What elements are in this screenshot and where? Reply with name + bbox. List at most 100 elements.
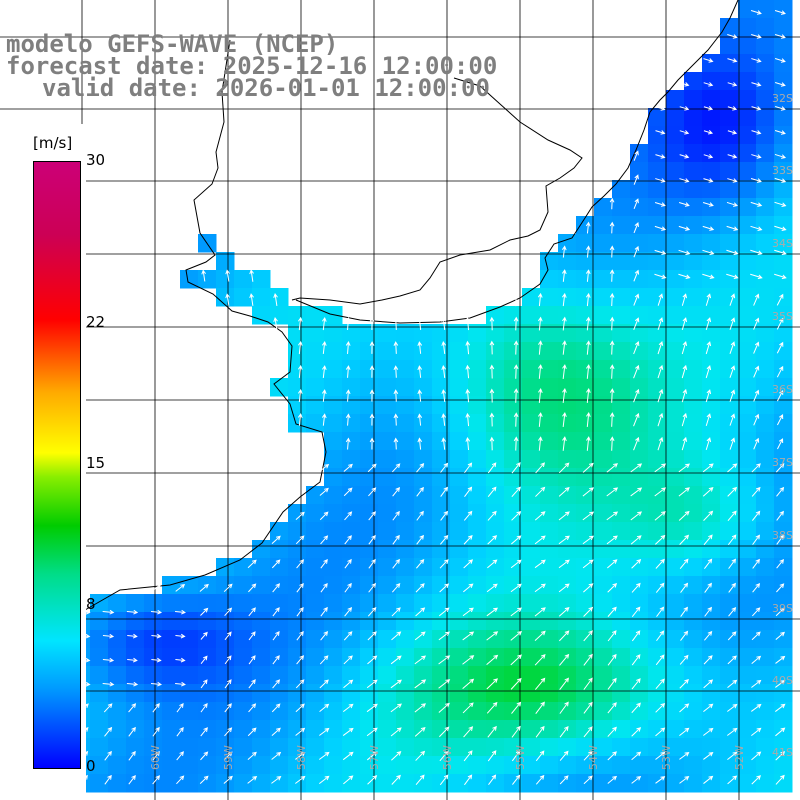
wind-cell	[738, 648, 757, 667]
wind-arrow	[393, 389, 399, 402]
wind-arrow	[271, 775, 282, 784]
wind-cell	[162, 756, 181, 775]
wind-arrow	[775, 751, 786, 761]
wind-arrow	[510, 607, 522, 617]
wind-arrow	[606, 487, 619, 497]
wind-cell	[504, 540, 523, 559]
wind-arrow	[440, 510, 449, 521]
wind-cell	[576, 234, 595, 253]
wind-cell	[558, 612, 577, 631]
wind-cell	[612, 306, 631, 325]
wind-arrow	[369, 316, 375, 330]
wind-arrow	[127, 633, 138, 639]
wind-cell	[198, 756, 217, 775]
wind-cell	[612, 378, 631, 397]
wind-cell	[756, 414, 775, 433]
wind-cell	[342, 756, 361, 775]
wind-cell	[126, 666, 145, 685]
wind-arrow	[464, 486, 473, 497]
wind-cell	[702, 630, 721, 649]
wind-arrow	[654, 225, 667, 231]
wind-arrow	[297, 340, 303, 355]
wind-arrow	[295, 727, 306, 736]
wind-arrow	[439, 774, 449, 786]
wind-arrow	[751, 727, 762, 736]
wind-cell	[594, 342, 613, 361]
wind-arrow	[462, 678, 475, 690]
wind-arrow	[681, 388, 688, 403]
wind-cell	[648, 306, 667, 325]
wind-cell	[576, 252, 595, 271]
wind-arrow	[367, 607, 377, 617]
wind-cell	[558, 306, 577, 325]
wind-cell	[252, 594, 271, 613]
wind-arrow	[702, 273, 715, 280]
wind-cell	[306, 594, 325, 613]
wind-cell	[324, 306, 343, 325]
wind-cell	[288, 720, 307, 739]
wind-cell	[720, 540, 739, 559]
wind-cell	[720, 288, 739, 307]
wind-cell	[720, 396, 739, 415]
wind-arrow	[392, 487, 401, 497]
wind-cell	[756, 576, 775, 595]
wind-cell	[288, 504, 307, 523]
wind-cell	[306, 324, 325, 343]
wind-cell	[756, 180, 775, 199]
wind-cell	[684, 486, 703, 505]
wind-cell	[702, 270, 721, 289]
wind-cell	[702, 522, 721, 541]
wind-arrow	[319, 727, 330, 736]
wind-cell	[306, 720, 325, 739]
wind-cell	[378, 576, 397, 595]
wind-arrow	[679, 130, 690, 135]
wind-cell	[756, 756, 775, 775]
wind-cell	[630, 522, 649, 541]
wind-arrow	[774, 153, 787, 159]
wind-cell	[666, 774, 685, 793]
wind-arrow	[441, 365, 447, 379]
wind-cell	[522, 522, 541, 541]
wind-arrow	[582, 487, 594, 497]
wind-cell	[756, 594, 775, 613]
wind-cell	[666, 756, 685, 775]
wind-cell	[720, 612, 739, 631]
wind-cell	[378, 612, 397, 631]
wind-cell	[306, 684, 325, 703]
wind-arrow	[441, 437, 447, 450]
wind-cell	[108, 684, 127, 703]
wind-cell	[468, 720, 487, 739]
wind-arrow	[321, 413, 327, 426]
wind-cell	[594, 702, 613, 721]
wind-arrow	[750, 225, 763, 231]
wind-arrow	[465, 364, 471, 379]
wind-cell	[324, 504, 343, 523]
wind-cell	[468, 378, 487, 397]
wind-cell	[270, 774, 289, 793]
wind-arrow	[751, 631, 761, 641]
wind-cell	[702, 594, 721, 613]
wind-cell	[684, 612, 703, 631]
wind-cell	[738, 702, 757, 721]
wind-arrow	[727, 655, 737, 665]
wind-cell	[504, 414, 523, 433]
wind-cell	[720, 36, 739, 55]
wind-arrow	[705, 317, 712, 331]
wind-arrow	[583, 630, 593, 642]
wind-arrow	[609, 388, 615, 403]
wind-arrow	[558, 607, 570, 617]
wind-arrow	[753, 293, 760, 306]
wind-cell	[288, 396, 307, 415]
wind-arrow	[538, 364, 543, 379]
wind-arrow	[392, 510, 400, 521]
wind-cell	[612, 216, 631, 235]
wind-arrow	[705, 389, 712, 403]
wind-cell	[738, 558, 757, 577]
wind-cell	[630, 558, 649, 577]
wind-cell	[720, 414, 739, 433]
wind-cell	[324, 558, 343, 577]
wind-cell	[756, 234, 775, 253]
colorbar-unit: [m/s]	[33, 134, 73, 152]
wind-cell	[180, 630, 199, 649]
wind-cell	[720, 72, 739, 91]
